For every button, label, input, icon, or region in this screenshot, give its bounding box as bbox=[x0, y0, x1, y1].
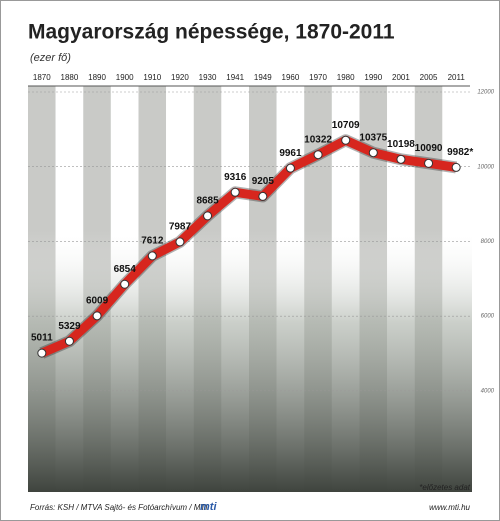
marker bbox=[313, 150, 323, 160]
logo: mti bbox=[200, 501, 217, 513]
marker bbox=[120, 279, 130, 289]
data-label: 9316 bbox=[224, 172, 247, 183]
x-tick-label: 2005 bbox=[420, 73, 438, 82]
data-label: 5011 bbox=[31, 333, 53, 344]
source: Forrás: KSH / MTVA Sajtó- és Fotóarchívu… bbox=[30, 503, 208, 512]
data-label: 9982* bbox=[447, 147, 473, 158]
x-tick-label: 2001 bbox=[392, 73, 410, 82]
data-label: 10198 bbox=[387, 139, 415, 150]
marker bbox=[341, 135, 351, 145]
x-tick-label: 1890 bbox=[88, 73, 106, 82]
line bbox=[40, 135, 457, 358]
marker bbox=[230, 187, 240, 197]
website: www.mti.hu bbox=[429, 503, 470, 512]
data-label: 5329 bbox=[58, 321, 81, 332]
marker bbox=[424, 158, 434, 168]
x-tick-label: 1970 bbox=[309, 73, 327, 82]
data-label: 6854 bbox=[114, 264, 137, 275]
chart-title: Magyarország népessége, 1870-2011 bbox=[28, 21, 395, 44]
x-tick-label: 1880 bbox=[61, 73, 79, 82]
x-tick-label: 1910 bbox=[143, 73, 161, 82]
x-tick-label: 2011 bbox=[448, 73, 466, 82]
data-label: 9961 bbox=[279, 148, 302, 159]
marker bbox=[37, 348, 47, 358]
data-label: 10375 bbox=[359, 132, 387, 143]
data-label: 7987 bbox=[169, 222, 192, 233]
data-label: 10709 bbox=[332, 120, 360, 131]
marker bbox=[285, 163, 295, 173]
data-label: 7612 bbox=[141, 236, 164, 247]
subtitle: (ezer fő) bbox=[30, 52, 71, 64]
y-tick-label: 12000 bbox=[477, 90, 494, 96]
data-label: 6009 bbox=[86, 295, 109, 306]
data-label: 10090 bbox=[415, 143, 443, 154]
x-tick-label: 1960 bbox=[282, 73, 300, 82]
marker bbox=[92, 311, 102, 321]
footnote: *előzetes adat bbox=[419, 483, 470, 492]
marker bbox=[203, 211, 213, 221]
marker bbox=[396, 154, 406, 164]
marker bbox=[368, 148, 378, 158]
y-tick-label: 4000 bbox=[481, 388, 495, 394]
x-tick-label: 1930 bbox=[199, 73, 217, 82]
marker bbox=[258, 191, 268, 201]
marker bbox=[175, 237, 185, 247]
x-tick-label: 1920 bbox=[171, 73, 189, 82]
x-tick-label: 1941 bbox=[226, 73, 244, 82]
x-tick-label: 1949 bbox=[254, 73, 272, 82]
y-tick-label: 6000 bbox=[481, 314, 495, 320]
y-tick-label: 10000 bbox=[477, 164, 494, 170]
marker bbox=[64, 336, 74, 346]
marker bbox=[147, 251, 157, 261]
x-tick-label: 1900 bbox=[116, 73, 134, 82]
x-tick-label: 1980 bbox=[337, 73, 355, 82]
x-tick-label: 1870 bbox=[33, 73, 51, 82]
data-label: 10322 bbox=[304, 134, 332, 145]
background-photo bbox=[28, 230, 472, 492]
marker bbox=[451, 162, 461, 172]
data-label: 9205 bbox=[252, 176, 275, 187]
y-tick-label: 8000 bbox=[481, 239, 495, 245]
data-label: 8685 bbox=[196, 195, 219, 206]
x-tick-label: 1990 bbox=[364, 73, 382, 82]
